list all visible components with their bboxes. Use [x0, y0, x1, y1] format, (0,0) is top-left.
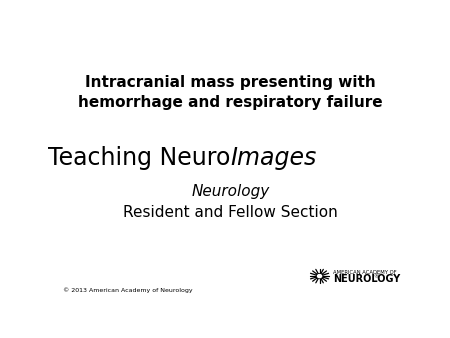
Text: Teaching Neuro: Teaching Neuro: [48, 146, 230, 170]
Text: NEUROLOGY: NEUROLOGY: [333, 274, 400, 284]
Text: © 2013 American Academy of Neurology: © 2013 American Academy of Neurology: [63, 288, 193, 293]
Circle shape: [317, 274, 322, 277]
Circle shape: [316, 274, 323, 279]
Text: Resident and Fellow Section: Resident and Fellow Section: [123, 205, 338, 220]
Text: Neurology: Neurology: [192, 184, 270, 199]
Text: AMERICAN ACADEMY OF: AMERICAN ACADEMY OF: [333, 270, 396, 275]
Text: Images: Images: [230, 146, 317, 170]
Text: ®: ®: [373, 275, 378, 280]
Text: Intracranial mass presenting with
hemorrhage and respiratory failure: Intracranial mass presenting with hemorr…: [78, 75, 383, 110]
